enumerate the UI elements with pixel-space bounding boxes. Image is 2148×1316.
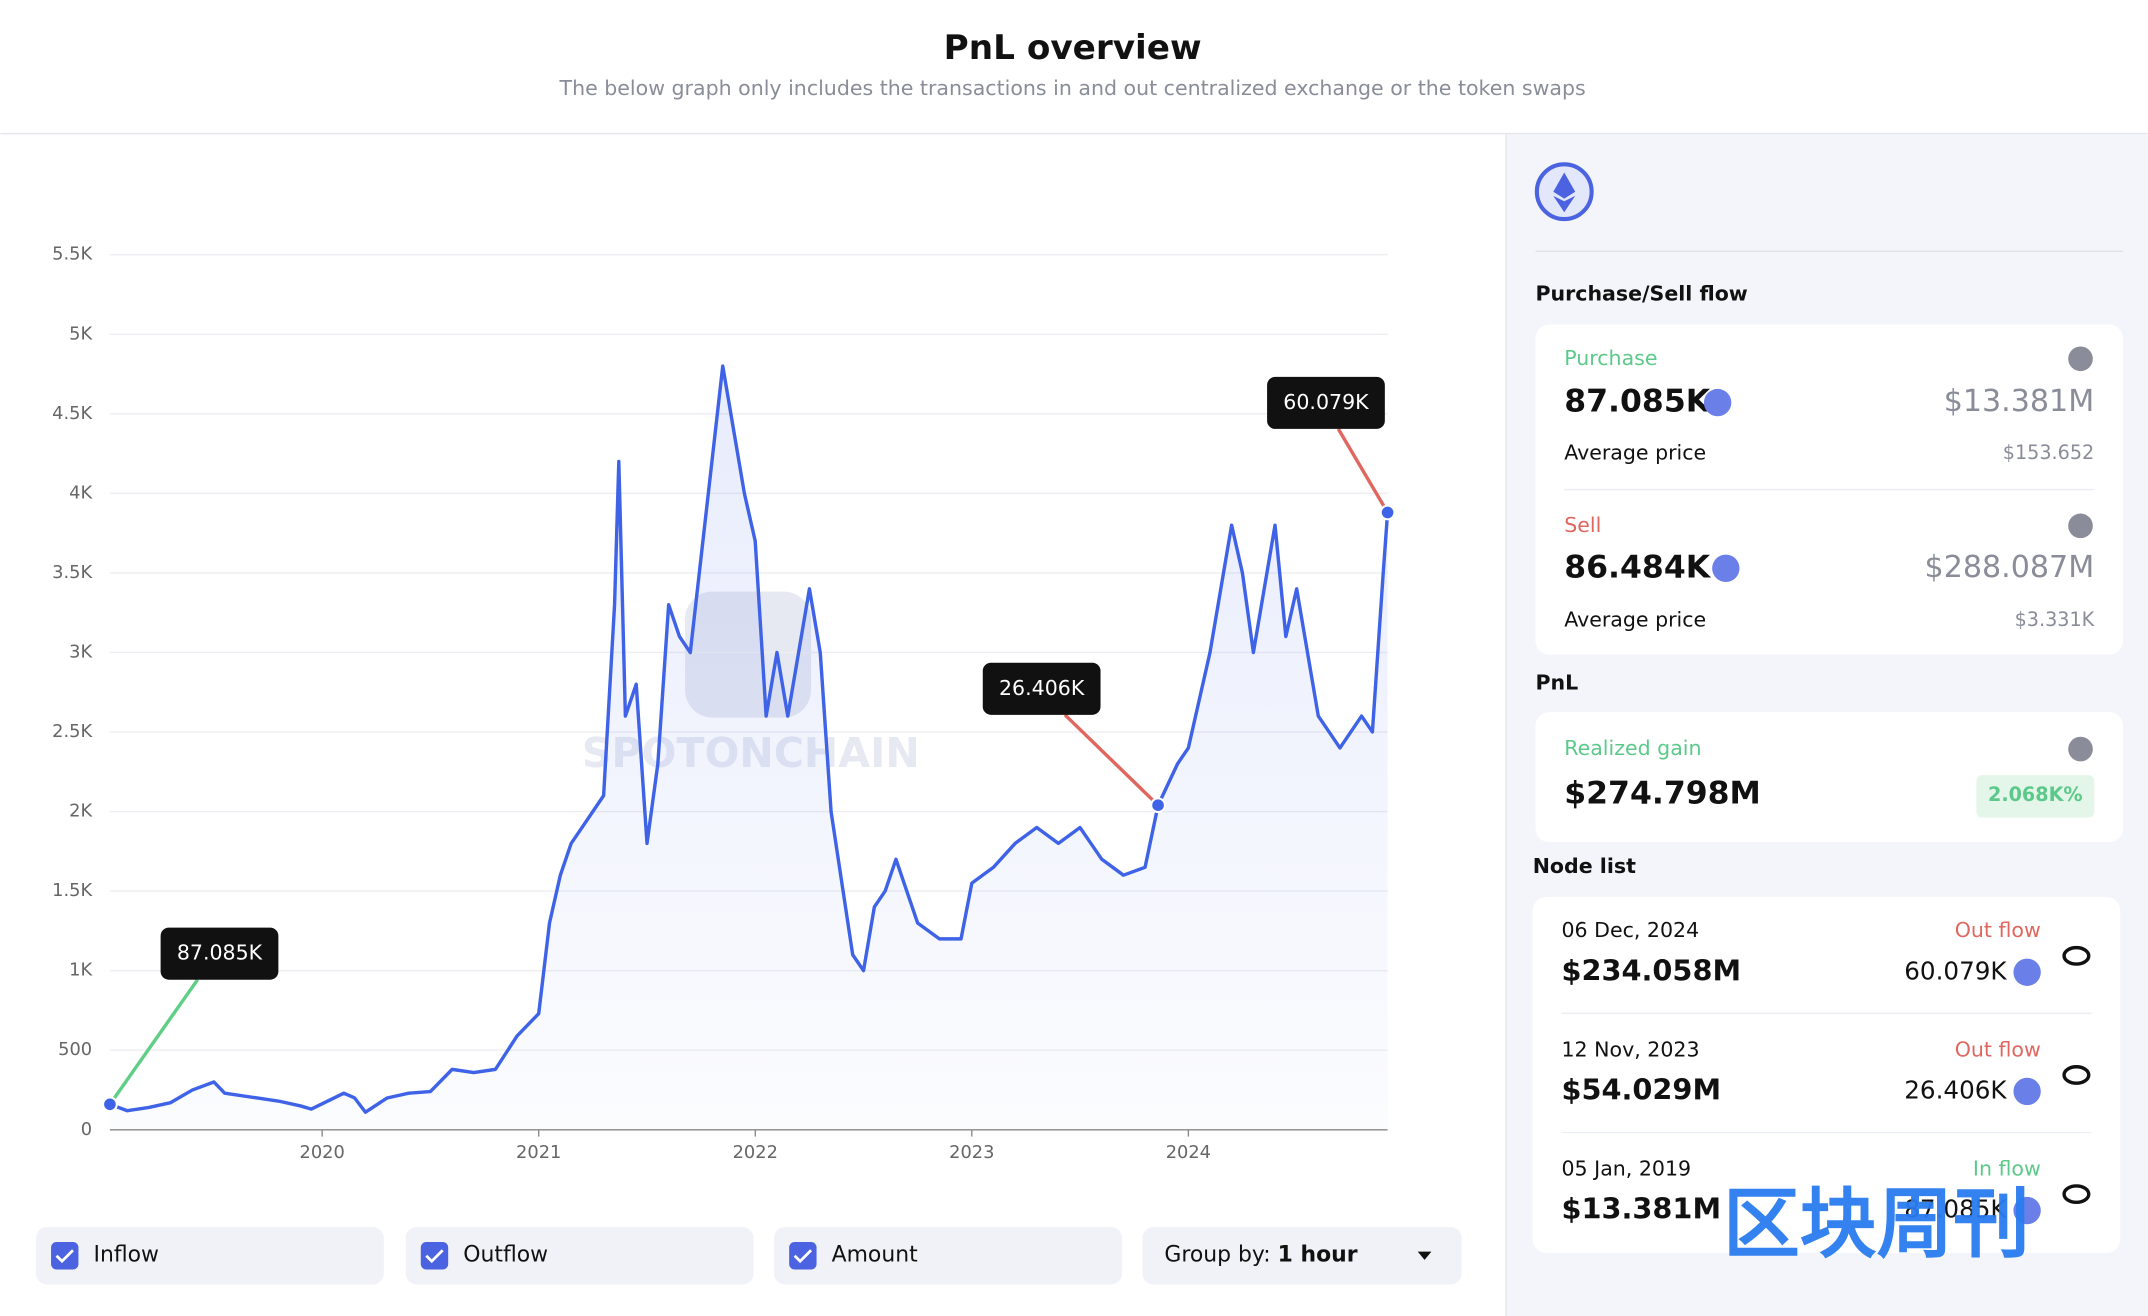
node-flow: In flow [1973, 1156, 2041, 1180]
badge [1976, 775, 2095, 818]
annotation-point [1150, 797, 1166, 814]
y-tick-label: 500 [58, 1039, 92, 1060]
y-tick-label: 2.5K [52, 721, 93, 742]
inflow-toggle[interactable] [35, 1226, 384, 1285]
y-tick-label: 5.5K [52, 244, 93, 265]
y-tick-label: 0 [81, 1119, 92, 1140]
group-by-select[interactable] [1142, 1226, 1462, 1285]
annotation-pointer [1063, 713, 1160, 807]
avg-label: Average price [1564, 440, 1706, 464]
area [109, 366, 1388, 1130]
x-tick-label: 2020 [300, 1142, 345, 1163]
x-tick-label: 2023 [949, 1142, 994, 1163]
node-amount: 60.079K [1904, 956, 2007, 985]
node-amount: 26.406K [1904, 1075, 2007, 1104]
x-tick-label: 2022 [733, 1142, 778, 1163]
section-title: Purchase/Sell flow [1535, 281, 1747, 305]
help-icon[interactable] [2068, 513, 2093, 539]
avg-price: $3.331K [2015, 608, 2095, 631]
y-tick-label: 3K [69, 641, 93, 662]
eth-icon [1712, 554, 1740, 582]
y-tick-label: 1K [69, 960, 93, 981]
node-flow: Out flow [1955, 918, 2041, 942]
y-tick-label: 2K [69, 801, 93, 822]
sell-label: Sell [1564, 513, 1601, 537]
page-subtitle: The below graph only includes the transa… [559, 76, 1586, 100]
node-amount: 87.085K [1904, 1195, 2007, 1224]
label: Group by: [1164, 1243, 1270, 1268]
sidebar-content: Purchase/Sell flow Purchase 87.085K $13.… [1532, 162, 2123, 1270]
page-title: PnL overview [944, 28, 1202, 68]
chart: SPOTONCHAIN 05001K1.5K2K2.5K3K3.5K4K4.5K… [52, 244, 1396, 1163]
label: Inflow [94, 1243, 159, 1268]
line [109, 364, 1390, 1114]
check [793, 1249, 813, 1264]
pnl-percent: 2.068K% [1988, 783, 2083, 806]
y-tick-label: 1.5K [52, 880, 93, 901]
label: Outflow [463, 1243, 548, 1268]
annotation-box [982, 662, 1101, 715]
node-date: 12 Nov, 2023 [1562, 1037, 1700, 1061]
hide-icon[interactable] [2062, 1065, 2091, 1085]
overlay-logo: 区块周刊 [1723, 1181, 2030, 1270]
dropdown-arrow [1417, 1251, 1432, 1260]
pnl-label: Realized gain [1564, 736, 1701, 760]
eth-icon [2013, 1077, 2041, 1106]
node-date: 05 Jan, 2019 [1562, 1156, 1692, 1180]
pnl-value: $274.798M [1564, 775, 1761, 811]
purchase-amount: 87.085K [1564, 384, 1711, 420]
annotation-point [1379, 504, 1396, 521]
check [425, 1249, 444, 1264]
label: Amount [832, 1243, 918, 1268]
value: 1 hour [1278, 1243, 1358, 1268]
sell-amount: 86.484K [1564, 549, 1711, 585]
x-tick-label: 2024 [1166, 1142, 1211, 1163]
purchase-label: Purchase [1564, 346, 1657, 370]
sell-usd: $288.087M [1925, 550, 2095, 585]
avg-price: $153.652 [2003, 441, 2094, 464]
checkbox[interactable] [420, 1242, 449, 1270]
annotation-box [1267, 376, 1385, 429]
y-tick-label: 3.5K [52, 562, 93, 583]
y-tick-label: 4.5K [52, 403, 93, 424]
annotation-pointer [1336, 428, 1390, 514]
node-usd: $54.029M [1562, 1072, 1722, 1106]
outflow-toggle[interactable] [405, 1226, 754, 1285]
annotation-pointer [108, 978, 199, 1106]
amount-toggle[interactable] [774, 1226, 1122, 1285]
hide-icon[interactable] [2062, 945, 2091, 966]
eth-glyph [1553, 172, 1576, 213]
annotation-point [102, 1096, 118, 1113]
eth-icon [1703, 388, 1732, 417]
section-title: Node list [1533, 854, 1636, 878]
controls: Inflow Outflow Amount Group by: 1 hour [35, 1226, 1462, 1285]
y-tick-label: 4K [69, 482, 93, 503]
x-tick-label: 2021 [516, 1142, 561, 1163]
checkbox[interactable] [789, 1242, 817, 1270]
annotation-label: 60.079K [1283, 390, 1369, 414]
node-flow: Out flow [1955, 1037, 2041, 1061]
section-title: PnL [1535, 670, 1578, 694]
node-card [1532, 896, 2121, 1254]
hide-icon[interactable] [2062, 1184, 2091, 1205]
check [55, 1249, 74, 1264]
avg-label: Average price [1564, 607, 1706, 631]
select-label: Group by: 1 hour [1164, 1243, 1357, 1268]
eth-icon [2013, 958, 2041, 986]
node-date: 06 Dec, 2024 [1562, 918, 1700, 942]
checkbox[interactable] [51, 1242, 79, 1270]
pnl-card [1535, 712, 2123, 843]
help-icon[interactable] [2068, 736, 2093, 762]
annotation-label: 26.406K [999, 676, 1085, 700]
node-usd: $13.381M [1562, 1192, 1722, 1226]
eth-icon [2013, 1196, 2041, 1225]
y-tick-label: 5K [69, 323, 93, 344]
annotation-box [160, 927, 279, 980]
purchase-usd: $13.381M [1944, 384, 2094, 419]
help-icon[interactable] [2068, 346, 2093, 372]
annotation-label: 87.085K [177, 941, 263, 965]
node-usd: $234.058M [1562, 953, 1742, 987]
node-list: 06 Dec, 2024 Out flow $234.058M 60.079K 12 N… [1562, 918, 2092, 1226]
